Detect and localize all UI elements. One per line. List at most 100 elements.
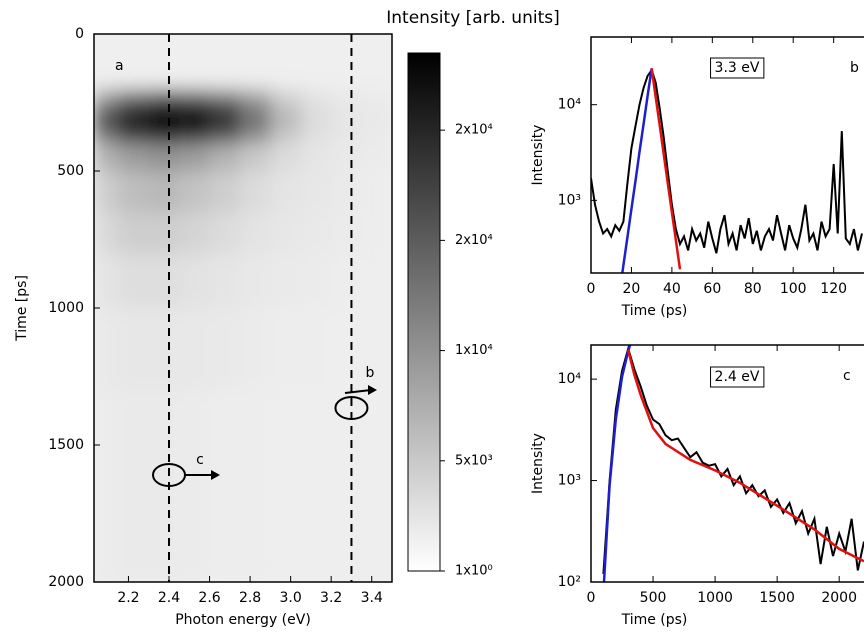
x-tick-label: 3.0 <box>280 590 302 606</box>
heatmap-cell <box>94 88 119 103</box>
heatmap-cell <box>331 390 363 582</box>
y-tick-label: 0 <box>75 26 84 42</box>
heatmap-cell <box>331 88 363 103</box>
x-tick-label: 1500 <box>759 590 795 606</box>
x-tick-label: 500 <box>640 590 667 606</box>
heatmap-cell <box>148 143 180 172</box>
heatmap-cell <box>118 253 150 309</box>
energy-label: 2.4 eV <box>715 369 760 385</box>
heatmap-cell <box>209 171 241 213</box>
heatmap-cell <box>239 212 271 254</box>
colorbar-tick-label: 5x10³ <box>455 453 493 468</box>
colorbar-tick-label: 2x10⁴ <box>455 233 493 248</box>
heatmap-cell <box>361 34 392 90</box>
heatmap-cell <box>179 390 211 582</box>
x-tick-label: 1000 <box>697 590 733 606</box>
x-tick-label: 3.2 <box>320 590 342 606</box>
heatmap-cell <box>94 253 119 309</box>
heatmap-cell <box>300 171 332 213</box>
heatmap-cell <box>300 308 332 391</box>
heatmap-cell <box>300 34 332 90</box>
heatmap-cell <box>94 129 119 145</box>
heatmap-cell <box>300 129 332 145</box>
y-axis-label: Intensity <box>530 125 546 186</box>
y-tick-label: 10² <box>558 574 581 590</box>
heatmap-cell <box>148 116 180 131</box>
heatmap-cell <box>94 308 119 391</box>
heatmap-cell <box>148 171 180 213</box>
heatmap-cell <box>239 102 271 117</box>
colorbar-label: Intensity [arb. units] <box>386 8 559 28</box>
heatmap-cell <box>331 129 363 145</box>
y-tick-label: 10³ <box>558 192 581 208</box>
data-line <box>650 68 682 270</box>
heatmap-cell <box>94 34 119 90</box>
heatmap-cell <box>361 253 392 309</box>
panel-label: a <box>115 58 124 74</box>
heatmap-cell <box>179 171 211 213</box>
y-tick-label: 1000 <box>48 300 84 316</box>
heatmap-cell <box>118 143 150 172</box>
heatmap-cell <box>239 88 271 103</box>
heatmap-cell <box>239 308 271 391</box>
heatmap-cell <box>179 143 211 172</box>
heatmap-cell <box>118 171 150 213</box>
colorbar <box>407 52 441 572</box>
heatmap-cell <box>361 390 392 582</box>
marker-arrowhead <box>211 470 220 480</box>
heatmap-cell <box>148 253 180 309</box>
heatmap-cell <box>239 171 271 213</box>
heatmap-cell <box>300 116 332 131</box>
heatmap-cell <box>331 171 363 213</box>
heatmap-cell <box>270 88 302 103</box>
heatmap-cell <box>209 390 241 582</box>
heatmap-cell <box>270 143 302 172</box>
heatmap-cell <box>148 102 180 117</box>
heatmap-cell <box>361 102 392 117</box>
marker-label: c <box>196 452 204 468</box>
heatmap-cell <box>361 129 392 145</box>
heatmap <box>94 34 392 582</box>
y-tick-label: 10³ <box>558 473 581 489</box>
heatmap-cell <box>331 253 363 309</box>
data-line <box>602 345 864 575</box>
axes-frame <box>590 36 864 274</box>
heatmap-cell <box>179 88 211 103</box>
heatmap-cell <box>270 212 302 254</box>
x-tick-label: 40 <box>663 281 681 297</box>
heatmap-cell <box>331 116 363 131</box>
x-tick-label: 2.4 <box>158 590 180 606</box>
heatmap-cell <box>179 308 211 391</box>
heatmap-cell <box>148 212 180 254</box>
heatmap-cell <box>209 253 241 309</box>
energy-label: 3.3 eV <box>715 60 760 76</box>
heatmap-cell <box>118 34 150 90</box>
data-line <box>591 67 863 254</box>
heatmap-cell <box>179 116 211 131</box>
y-tick-label: 2000 <box>48 574 84 590</box>
x-tick-label: 0 <box>587 281 596 297</box>
heatmap-cell <box>94 143 119 172</box>
colorbar-tick-label: 1x10⁰ <box>455 564 493 579</box>
heatmap-cell <box>118 212 150 254</box>
heatmap-cell <box>209 308 241 391</box>
colorbar-tick-label: 1x10⁴ <box>455 343 493 358</box>
x-tick-label: 2.6 <box>198 590 220 606</box>
heatmap-cell <box>118 390 150 582</box>
x-tick-label: 2.2 <box>117 590 139 606</box>
heatmap-cell <box>148 88 180 103</box>
heatmap-cell <box>331 143 363 172</box>
heatmap-cell <box>118 88 150 103</box>
x-axis-label: Time (ps) <box>621 612 688 628</box>
heatmap-cell <box>239 116 271 131</box>
x-tick-label: 2000 <box>821 590 857 606</box>
heatmap-cell <box>239 390 271 582</box>
heatmap-cell <box>331 34 363 90</box>
heatmap-cell <box>118 102 150 117</box>
data-line <box>626 349 864 563</box>
heatmap-cell <box>300 253 332 309</box>
data-line <box>602 345 632 582</box>
heatmap-cell <box>239 34 271 90</box>
axes-frame <box>590 344 864 583</box>
